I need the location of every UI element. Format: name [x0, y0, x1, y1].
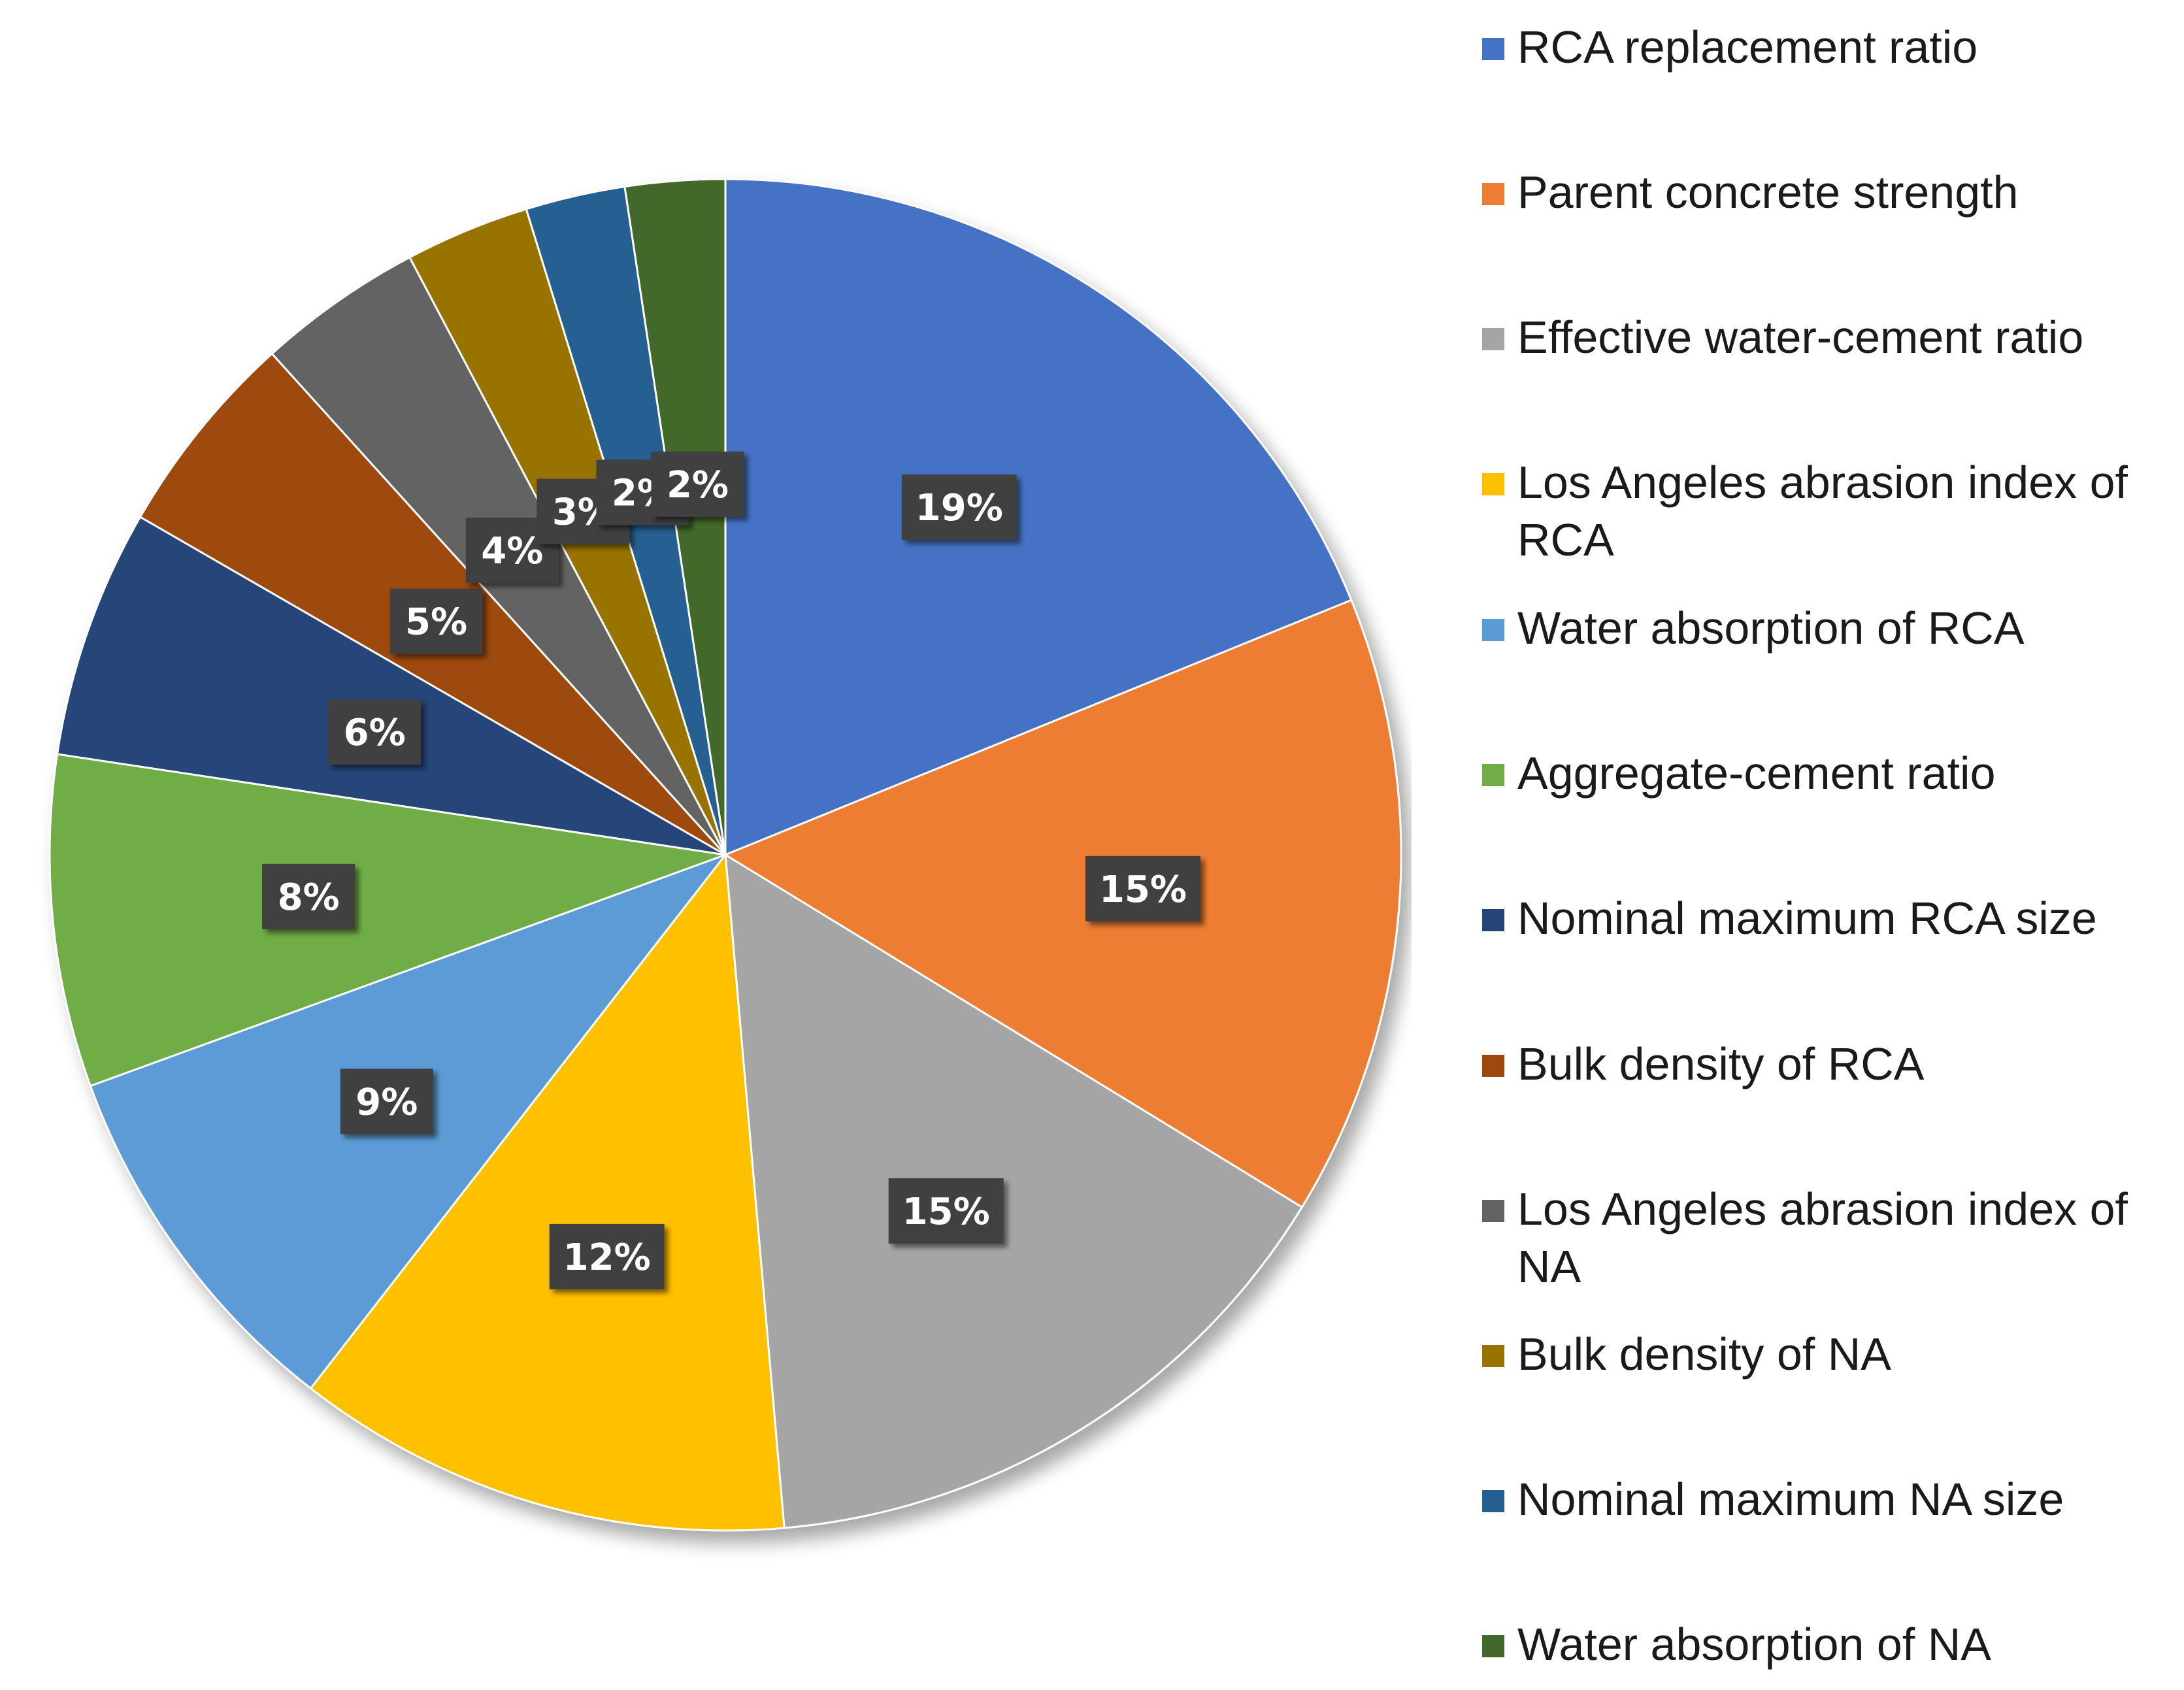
- legend-swatch: [1482, 619, 1504, 641]
- data-label-5: 9%: [340, 1069, 433, 1135]
- legend-label: Water absorption of RCA: [1517, 603, 2025, 654]
- legend-swatch: [1482, 38, 1504, 60]
- data-label-8: 5%: [389, 588, 483, 654]
- legend-label: Bulk density of NA: [1517, 1329, 1891, 1380]
- pie-slices: [48, 178, 1402, 1532]
- legend-item-12: Water absorption of NA: [1482, 1615, 2171, 1673]
- pie-chart: 19%15%15%12%9%8%6%5%4%3%2%2%: [48, 178, 1402, 1532]
- data-label-box: [901, 474, 1017, 540]
- pie-slice-6: [48, 753, 726, 1087]
- legend-label: Aggregate-cement ratio: [1517, 748, 1996, 799]
- legend-item-3: Effective water-cement ratio: [1482, 308, 2171, 366]
- data-label-4: 12%: [549, 1223, 665, 1289]
- legend-item-9: Los Angeles abrasion index of NA: [1482, 1180, 2171, 1295]
- pie-slice-3: [724, 853, 1304, 1529]
- legend-item-1: RCA replacement ratio: [1482, 18, 2171, 76]
- data-label-box: [549, 1223, 665, 1289]
- pie-slice-1: [724, 178, 1353, 857]
- legend-swatch: [1482, 1490, 1504, 1512]
- legend-swatch: [1482, 1345, 1504, 1367]
- legend-label: Los Angeles abrasion index of RCA: [1517, 457, 2128, 565]
- data-label-value: 5%: [405, 601, 467, 644]
- legend-swatch: [1482, 1635, 1504, 1657]
- data-label-box: [389, 588, 483, 654]
- data-label-box: [651, 451, 744, 517]
- legend-swatch: [1482, 1055, 1504, 1077]
- legend-swatch: [1482, 183, 1504, 205]
- legend-item-5: Water absorption of RCA: [1482, 599, 2171, 657]
- legend-label: Nominal maximum RCA size: [1517, 893, 2097, 944]
- legend-swatch: [1482, 1200, 1504, 1222]
- legend-label: Nominal maximum NA size: [1517, 1474, 2064, 1525]
- legend-item-11: Nominal maximum NA size: [1482, 1470, 2171, 1528]
- legend-item-6: Aggregate-cement ratio: [1482, 744, 2171, 802]
- data-label-box: [262, 863, 356, 929]
- pie-slice-7: [56, 515, 726, 856]
- data-label-box: [340, 1069, 433, 1135]
- data-label-value: 2%: [667, 464, 729, 506]
- data-label-value: 12%: [563, 1236, 651, 1279]
- data-label-9: 4%: [465, 518, 559, 584]
- legend-item-4: Los Angeles abrasion index of RCA: [1482, 454, 2171, 569]
- legend-label: Los Angeles abrasion index of NA: [1517, 1184, 2128, 1292]
- legend-item-8: Bulk density of RCA: [1482, 1035, 2171, 1093]
- legend-label: Bulk density of RCA: [1517, 1038, 1925, 1089]
- legend-swatch: [1482, 764, 1504, 786]
- data-label-6: 8%: [262, 863, 356, 929]
- data-label-box: [888, 1178, 1004, 1244]
- legend: RCA replacement ratio Parent concrete str…: [1482, 0, 2184, 1690]
- legend-item-2: Parent concrete strength: [1482, 163, 2171, 221]
- data-label-12: 2%: [651, 451, 744, 517]
- data-label-3: 15%: [888, 1178, 1004, 1244]
- data-labels: 19%15%15%12%9%8%6%5%4%3%2%2%: [262, 451, 1200, 1289]
- data-label-value: 8%: [278, 876, 340, 919]
- data-label-value: 15%: [902, 1191, 990, 1233]
- data-label-value: 9%: [356, 1081, 418, 1123]
- data-label-value: 4%: [481, 530, 543, 572]
- data-label-2: 15%: [1085, 855, 1200, 921]
- data-label-value: 6%: [344, 712, 406, 754]
- data-label-7: 6%: [328, 699, 422, 765]
- legend-item-10: Bulk density of NA: [1482, 1325, 2171, 1383]
- legend-swatch: [1482, 909, 1504, 931]
- legend-swatch: [1482, 328, 1504, 350]
- pie-slice-2: [723, 599, 1402, 1209]
- legend-swatch: [1482, 473, 1504, 495]
- legend-label: Water absorption of NA: [1517, 1619, 1991, 1670]
- data-label-1: 19%: [901, 474, 1017, 540]
- legend-item-7: Nominal maximum RCA size: [1482, 889, 2171, 947]
- pie-slice-4: [309, 852, 786, 1532]
- legend-label: Effective water-cement ratio: [1517, 312, 2084, 363]
- data-label-box: [328, 699, 422, 765]
- legend-label: RCA replacement ratio: [1517, 22, 1978, 73]
- data-label-value: 19%: [916, 487, 1003, 529]
- data-label-value: 15%: [1099, 869, 1187, 911]
- legend-label: Parent concrete strength: [1517, 167, 2019, 218]
- data-label-box: [1085, 855, 1200, 921]
